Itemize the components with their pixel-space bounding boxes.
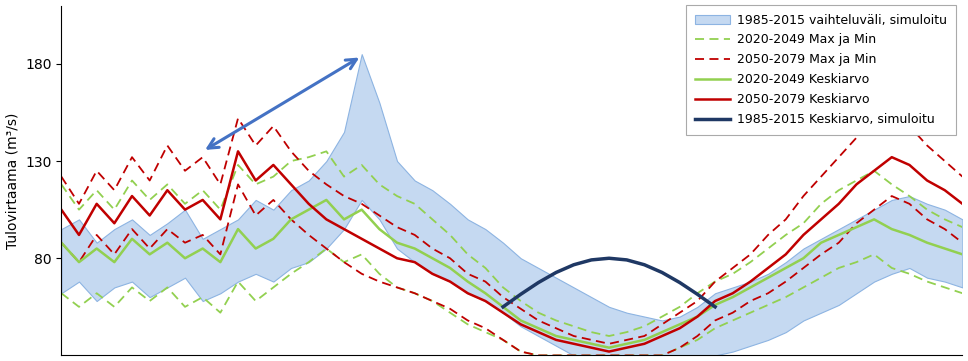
2020-2049 Keskiarvo: [391, 240, 403, 245]
Line: 2050-2079 Max ja Min: 2050-2079 Max ja Min: [61, 113, 962, 344]
1985-2015 Keskiarvo, simuloitu: [620, 258, 632, 262]
2050-2079 Max ja Min: [479, 279, 491, 284]
2050-2079 Keskiarvo: [232, 149, 244, 153]
1985-2015 Keskiarvo, simuloitu: [656, 270, 668, 275]
1985-2015 Keskiarvo, simuloitu: [639, 262, 650, 267]
2050-2079 Keskiarvo: [674, 326, 685, 330]
2020-2049 Max ja Min: [550, 318, 561, 323]
2050-2079 Keskiarvo: [126, 194, 137, 198]
2020-2049 Max ja Min: [674, 305, 685, 309]
2050-2079 Max ja Min: [956, 174, 968, 179]
1985-2015 Keskiarvo, simuloitu: [674, 280, 685, 285]
2050-2079 Max ja Min: [55, 174, 67, 179]
2020-2049 Keskiarvo: [320, 198, 332, 202]
2020-2049 Max ja Min: [320, 149, 332, 153]
1985-2015 Keskiarvo, simuloitu: [691, 292, 703, 296]
1985-2015 Keskiarvo, simuloitu: [568, 262, 580, 267]
1985-2015 Keskiarvo, simuloitu: [532, 280, 544, 285]
2020-2049 Keskiarvo: [126, 237, 137, 241]
2020-2049 Max ja Min: [956, 225, 968, 229]
2050-2079 Keskiarvo: [391, 256, 403, 260]
2020-2049 Keskiarvo: [639, 338, 650, 342]
2020-2049 Max ja Min: [126, 178, 137, 183]
1985-2015 Keskiarvo, simuloitu: [603, 256, 615, 260]
2020-2049 Keskiarvo: [956, 252, 968, 257]
2050-2079 Max ja Min: [603, 342, 615, 346]
2050-2079 Max ja Min: [126, 155, 137, 159]
2050-2079 Max ja Min: [886, 110, 897, 115]
2050-2079 Keskiarvo: [550, 338, 561, 342]
2020-2049 Keskiarvo: [550, 334, 561, 338]
2020-2049 Keskiarvo: [498, 305, 509, 309]
2050-2079 Keskiarvo: [639, 342, 650, 346]
1985-2015 Keskiarvo, simuloitu: [710, 305, 721, 309]
Line: 2020-2049 Max ja Min: 2020-2049 Max ja Min: [61, 151, 962, 336]
2020-2049 Max ja Min: [391, 194, 403, 198]
Line: 2020-2049 Keskiarvo: 2020-2049 Keskiarvo: [61, 200, 962, 348]
2050-2079 Max ja Min: [532, 318, 544, 323]
2050-2079 Keskiarvo: [55, 208, 67, 212]
2020-2049 Max ja Min: [603, 334, 615, 338]
2050-2079 Keskiarvo: [956, 202, 968, 206]
Y-axis label: Tulovirtaama (m³/s): Tulovirtaama (m³/s): [6, 112, 19, 249]
2050-2079 Keskiarvo: [603, 349, 615, 354]
2020-2049 Keskiarvo: [674, 322, 685, 326]
2050-2079 Max ja Min: [374, 213, 385, 218]
1985-2015 Keskiarvo, simuloitu: [550, 270, 561, 275]
2050-2079 Max ja Min: [656, 322, 668, 326]
2020-2049 Keskiarvo: [603, 345, 615, 350]
Legend: 1985-2015 vaihteluväli, simuloitu, 2020-2049 Max ja Min, 2050-2079 Max ja Min, 2: 1985-2015 vaihteluväli, simuloitu, 2020-…: [686, 5, 956, 135]
2020-2049 Keskiarvo: [55, 240, 67, 245]
2050-2079 Keskiarvo: [498, 310, 509, 315]
1985-2015 Keskiarvo, simuloitu: [586, 258, 597, 262]
Line: 2050-2079 Keskiarvo: 2050-2079 Keskiarvo: [61, 151, 962, 352]
Line: 1985-2015 Keskiarvo, simuloitu: 1985-2015 Keskiarvo, simuloitu: [503, 258, 715, 307]
2020-2049 Max ja Min: [55, 182, 67, 187]
2020-2049 Max ja Min: [498, 285, 509, 290]
2050-2079 Max ja Min: [620, 338, 632, 342]
2020-2049 Max ja Min: [639, 324, 650, 329]
1985-2015 Keskiarvo, simuloitu: [515, 292, 527, 296]
1985-2015 Keskiarvo, simuloitu: [498, 305, 509, 309]
